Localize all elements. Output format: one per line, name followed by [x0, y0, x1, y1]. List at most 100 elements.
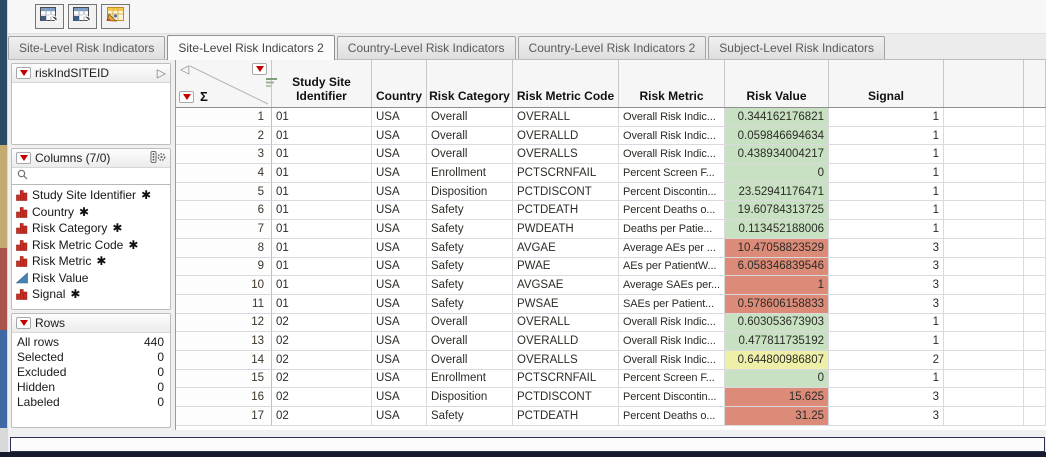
cell-risk-metric[interactable]: Overall Risk Indic... [619, 145, 725, 165]
cell-empty[interactable] [1024, 182, 1046, 202]
cell-signal[interactable]: 3 [829, 388, 944, 407]
cell-risk-category[interactable]: Enrollment [427, 164, 513, 183]
sigma-icon[interactable]: Σ [200, 89, 208, 104]
row-number[interactable]: 1 [176, 108, 272, 127]
cell-empty[interactable] [1024, 126, 1046, 146]
column-header-signal[interactable]: Signal [829, 60, 944, 107]
cell-risk-value[interactable]: 0.113452188006 [725, 220, 829, 239]
cell-study-site-identifier[interactable]: 01 [272, 145, 372, 165]
column-item-signal[interactable]: Signal ✱ [12, 286, 170, 303]
cell-signal[interactable]: 1 [829, 108, 944, 127]
cell-country[interactable]: USA [372, 369, 427, 389]
column-item-risk-category[interactable]: Risk Category ✱ [12, 220, 170, 237]
row-number[interactable]: 6 [176, 201, 272, 221]
cell-risk-metric-code[interactable]: PCTSCRNFAIL [513, 164, 619, 183]
cell-risk-category[interactable]: Overall [427, 145, 513, 165]
cell-risk-category[interactable]: Overall [427, 313, 513, 333]
cell-country[interactable]: USA [372, 108, 427, 127]
cell-risk-metric-code[interactable]: OVERALL [513, 108, 619, 127]
tab-subject-level-risk-indicators[interactable]: Subject-Level Risk Indicators [708, 36, 885, 59]
cell-empty[interactable] [944, 407, 1024, 426]
column-header-risk-category[interactable]: Risk Category [427, 60, 513, 107]
cell-empty[interactable] [1024, 276, 1046, 295]
cell-study-site-identifier[interactable]: 01 [272, 182, 372, 202]
row-number[interactable]: 16 [176, 388, 272, 407]
row-number[interactable]: 4 [176, 164, 272, 183]
cell-empty[interactable] [944, 313, 1024, 333]
cell-risk-metric-code[interactable]: OVERALL [513, 313, 619, 333]
cell-empty[interactable] [944, 350, 1024, 370]
cell-risk-metric-code[interactable]: PCTDEATH [513, 407, 619, 426]
cell-study-site-identifier[interactable]: 02 [272, 407, 372, 426]
column-header-empty[interactable] [944, 60, 1024, 107]
column-item-risk-metric[interactable]: Risk Metric ✱ [12, 253, 170, 270]
cell-study-site-identifier[interactable]: 01 [272, 164, 372, 183]
cell-risk-metric[interactable]: Overall Risk Indic... [619, 332, 725, 351]
cell-risk-category[interactable]: Enrollment [427, 369, 513, 389]
column-item-country[interactable]: Country ✱ [12, 204, 170, 221]
cell-empty[interactable] [1024, 350, 1046, 370]
cell-risk-category[interactable]: Safety [427, 220, 513, 239]
cell-risk-value[interactable]: 0 [725, 369, 829, 389]
cell-risk-value[interactable]: 0.438934004217 [725, 145, 829, 165]
column-header-risk-metric[interactable]: Risk Metric [619, 60, 725, 107]
cell-risk-metric[interactable]: Overall Risk Indic... [619, 313, 725, 333]
cell-country[interactable]: USA [372, 350, 427, 370]
cell-risk-metric-code[interactable]: OVERALLS [513, 350, 619, 370]
cell-risk-category[interactable]: Overall [427, 332, 513, 351]
cell-country[interactable]: USA [372, 220, 427, 239]
rows-menu-icon[interactable] [179, 90, 194, 103]
column-item-risk-metric-code[interactable]: Risk Metric Code ✱ [12, 237, 170, 254]
cell-risk-value[interactable]: 1 [725, 276, 829, 295]
column-header-country[interactable]: Country [372, 60, 427, 107]
row-number[interactable]: 13 [176, 332, 272, 351]
cell-risk-value[interactable]: 0.059846694634 [725, 126, 829, 146]
cell-country[interactable]: USA [372, 388, 427, 407]
cell-empty[interactable] [944, 238, 1024, 258]
cell-risk-value[interactable]: 0.603053673903 [725, 313, 829, 333]
cell-risk-category[interactable]: Safety [427, 257, 513, 277]
cell-country[interactable]: USA [372, 294, 427, 314]
cell-risk-metric[interactable]: Percent Discontin... [619, 388, 725, 407]
cell-country[interactable]: USA [372, 201, 427, 221]
row-number[interactable]: 7 [176, 220, 272, 239]
cell-study-site-identifier[interactable]: 02 [272, 369, 372, 389]
row-number[interactable]: 3 [176, 145, 272, 165]
row-number[interactable]: 10 [176, 276, 272, 295]
row-number[interactable]: 14 [176, 350, 272, 370]
cell-study-site-identifier[interactable]: 01 [272, 276, 372, 295]
cell-empty[interactable] [944, 126, 1024, 146]
cell-signal[interactable]: 3 [829, 238, 944, 258]
cell-empty[interactable] [1024, 238, 1046, 258]
cell-risk-value[interactable]: 31.25 [725, 407, 829, 426]
cell-study-site-identifier[interactable]: 02 [272, 332, 372, 351]
cell-risk-metric-code[interactable]: OVERALLD [513, 332, 619, 351]
cell-empty[interactable] [944, 276, 1024, 295]
cell-signal[interactable]: 1 [829, 220, 944, 239]
cell-signal[interactable]: 1 [829, 182, 944, 202]
cell-risk-category[interactable]: Safety [427, 238, 513, 258]
cell-study-site-identifier[interactable]: 01 [272, 108, 372, 127]
cell-risk-metric-code[interactable]: PCTDEATH [513, 201, 619, 221]
column-header-risk-metric-code[interactable]: Risk Metric Code [513, 60, 619, 107]
cell-risk-metric-code[interactable]: OVERALLS [513, 145, 619, 165]
cell-signal[interactable]: 3 [829, 257, 944, 277]
expand-arrow-icon[interactable]: ▷ [156, 66, 166, 80]
row-number[interactable]: 5 [176, 182, 272, 202]
red-triangle-menu-icon[interactable] [16, 67, 31, 79]
row-number[interactable]: 9 [176, 257, 272, 277]
cell-country[interactable]: USA [372, 164, 427, 183]
column-header-risk-value[interactable]: Risk Value [725, 60, 829, 107]
cell-signal[interactable]: 1 [829, 313, 944, 333]
column-search[interactable] [12, 168, 170, 185]
cell-risk-metric-code[interactable]: PCTDISCONT [513, 182, 619, 202]
collapse-triangle-icon[interactable]: ◁ [180, 62, 190, 76]
cell-study-site-identifier[interactable]: 01 [272, 257, 372, 277]
red-triangle-menu-icon[interactable] [16, 317, 31, 329]
cell-risk-metric-code[interactable]: PCTSCRNFAIL [513, 369, 619, 389]
columns-menu-icon[interactable] [252, 63, 267, 75]
cell-risk-category[interactable]: Safety [427, 276, 513, 295]
cell-study-site-identifier[interactable]: 01 [272, 220, 372, 239]
cell-signal[interactable]: 1 [829, 126, 944, 146]
cell-study-site-identifier[interactable]: 02 [272, 388, 372, 407]
